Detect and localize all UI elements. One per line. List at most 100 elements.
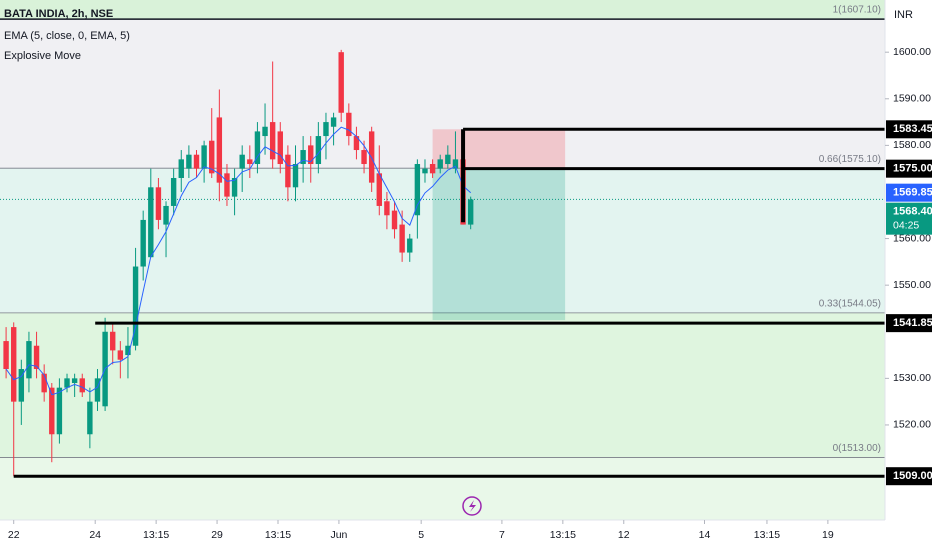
candle-body — [117, 350, 124, 360]
candle-body — [429, 164, 436, 174]
candle-body — [87, 401, 93, 435]
candle-body — [269, 122, 276, 160]
candle-body — [361, 150, 367, 165]
candle-body — [193, 154, 200, 169]
candle-body — [407, 238, 413, 253]
candle-body — [125, 345, 131, 356]
candle-body — [64, 378, 70, 388]
fib-label: 0.66(1575.10) — [819, 154, 881, 165]
candle-body — [315, 136, 322, 165]
candle-body — [346, 112, 352, 137]
candle-body — [330, 117, 337, 127]
x-tick-label: 12 — [618, 529, 630, 541]
candle-body — [467, 199, 474, 225]
candle-body — [3, 341, 9, 370]
y-tick-label: 1550.00 — [893, 279, 931, 291]
candle-body — [437, 159, 443, 169]
candle-body — [231, 177, 238, 197]
candle-body — [452, 159, 459, 169]
x-tick-label: 7 — [499, 529, 505, 541]
price-label-box — [886, 120, 932, 139]
candle-body — [308, 145, 314, 165]
candle-body — [445, 154, 451, 165]
price-label-box — [886, 467, 932, 486]
x-tick-label: Jun — [330, 529, 347, 541]
candle-body — [216, 117, 223, 183]
fib-label: 1(1607.10) — [833, 5, 881, 16]
candle-body — [49, 387, 55, 435]
candle-body — [170, 177, 177, 206]
candle-body — [56, 387, 63, 435]
candle-body — [224, 173, 230, 197]
fib-label: 0.33(1544.05) — [819, 299, 881, 310]
x-tick-label: 13:15 — [754, 529, 780, 541]
candle-body — [239, 154, 245, 169]
fib-zone — [0, 19, 885, 169]
candle-body — [148, 187, 154, 258]
price-label-box — [886, 183, 932, 202]
price-label: 1568.40 — [893, 206, 932, 218]
candle-body — [209, 140, 215, 174]
candle-body — [384, 201, 390, 216]
x-tick-label: 13:15 — [143, 529, 169, 541]
candle-body — [18, 369, 25, 402]
price-label: 1569.85 — [893, 187, 932, 199]
candle-body — [178, 159, 184, 178]
price-label-box — [886, 202, 932, 235]
x-tick-label: 5 — [418, 529, 424, 541]
ema-line — [5, 126, 472, 396]
candle-body — [254, 131, 261, 165]
legend-indicator: Explosive Move — [4, 50, 81, 62]
candle-body — [155, 187, 162, 220]
price-label: 1509.00 — [893, 470, 932, 482]
candle-body — [33, 345, 40, 370]
x-tick-label: 13:15 — [265, 529, 291, 541]
candle-body — [201, 145, 207, 169]
fib-zone — [0, 457, 885, 520]
x-tick-label: 13:15 — [550, 529, 576, 541]
candle-body — [11, 327, 17, 402]
candle-body — [338, 52, 344, 113]
currency: INR — [894, 9, 913, 21]
legend-indicator: EMA (5, close, 0, EMA, 5) — [4, 30, 130, 42]
fib-zone — [0, 312, 885, 458]
candle-body — [163, 205, 169, 225]
fib-zone — [0, 168, 885, 313]
y-tick-label: 1600.00 — [893, 46, 931, 58]
x-tick-label: 14 — [699, 529, 711, 541]
candle-body — [376, 173, 382, 206]
price-label-box — [886, 159, 932, 178]
y-tick-label: 1530.00 — [893, 372, 931, 384]
position-risk — [432, 129, 566, 169]
candle-body — [422, 168, 428, 174]
price-label: 1583.45 — [893, 123, 932, 135]
candle-body — [391, 210, 398, 230]
candle-body — [79, 378, 85, 393]
candle-body — [277, 131, 283, 165]
y-tick-label: 1590.00 — [893, 93, 931, 105]
x-tick-label: 19 — [822, 529, 834, 541]
x-tick-label: 22 — [8, 529, 20, 541]
y-tick-label: 1580.00 — [893, 139, 931, 151]
price-label: 1575.00 — [893, 163, 932, 175]
candle-body — [353, 136, 360, 151]
replay-icon[interactable] — [462, 496, 482, 516]
candle-body — [262, 126, 268, 137]
candle-body — [110, 331, 116, 351]
x-tick-label: 24 — [89, 529, 101, 541]
candle-body — [26, 341, 32, 379]
candle-body — [41, 373, 47, 393]
fib-label: 0(1513.00) — [833, 443, 881, 454]
y-tick-label: 1560.00 — [893, 232, 931, 244]
candle-body — [247, 159, 253, 165]
candle-body — [132, 266, 139, 346]
candle-body — [414, 164, 421, 216]
candle-body — [140, 219, 146, 267]
candle-body — [399, 224, 405, 253]
x-tick-label: 29 — [211, 529, 223, 541]
position-reward — [432, 168, 566, 321]
candle-body — [300, 150, 306, 165]
candle-body — [186, 154, 192, 169]
candle-body — [94, 378, 101, 402]
